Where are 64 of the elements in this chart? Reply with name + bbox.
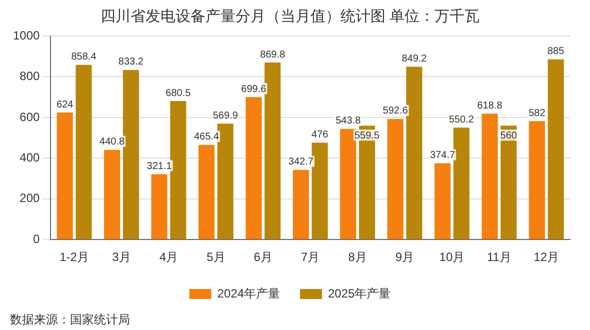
bar: [482, 114, 498, 240]
bar: [387, 118, 404, 240]
bar: [292, 170, 309, 240]
bar: [246, 97, 262, 240]
bar: [76, 64, 92, 240]
source-note: 数据来源：国家统计局: [10, 312, 130, 326]
bar: [170, 101, 186, 240]
bar: [528, 121, 545, 240]
x-tick-label: 10月: [439, 250, 465, 264]
x-tick-label: 8月: [348, 250, 367, 264]
data-label: 582: [528, 108, 546, 119]
bar: [264, 62, 281, 240]
bar: [340, 128, 356, 240]
data-label: 849.2: [402, 53, 428, 64]
data-label: 559.5: [354, 130, 380, 142]
x-tick-label: 3月: [112, 250, 131, 264]
bar: [453, 128, 470, 240]
y-tick-label: 400: [20, 150, 40, 164]
data-label: 680.5: [166, 88, 192, 99]
x-tick-label: 5月: [206, 250, 226, 264]
x-tick-label: 11月: [486, 250, 512, 264]
y-tick-label: 1000: [12, 28, 40, 42]
bar: [500, 126, 517, 240]
data-label: 440.8: [100, 136, 126, 148]
x-tick-label: 6月: [254, 250, 272, 264]
data-label: 569.9: [212, 110, 238, 122]
bar: [406, 66, 422, 240]
y-tick-label: 600: [20, 110, 40, 124]
x-tick-label: 7月: [301, 250, 320, 264]
bar: [122, 70, 139, 240]
bar: [312, 142, 328, 240]
x-tick-label: 4月: [159, 250, 178, 264]
x-tick-label: 12月: [534, 250, 560, 264]
bar: [198, 144, 215, 240]
data-label: 699.6: [241, 84, 267, 95]
x-tick-label: 9月: [395, 250, 414, 264]
chart-title: 四川省发电设备产量分月（当月值）统计图 单位：万千瓦: [100, 8, 480, 26]
data-label: 833.2: [118, 56, 144, 68]
data-label: 465.4: [194, 132, 220, 143]
legend-label: 2024年产量: [217, 286, 280, 300]
bar: [56, 112, 73, 240]
y-tick-label: 200: [20, 191, 40, 206]
data-label: 885: [547, 46, 565, 58]
data-label: 342.7: [288, 156, 314, 168]
data-label: 550.2: [448, 114, 474, 126]
data-label: 476: [311, 129, 329, 140]
x-tick-label: 1-2月: [60, 250, 89, 264]
bar: [434, 163, 451, 240]
data-label: 869.8: [260, 49, 286, 60]
data-label: 321.1: [146, 160, 172, 172]
data-label: 374.7: [430, 150, 456, 162]
bar: [104, 150, 120, 240]
bar: [151, 174, 168, 240]
bar: [548, 59, 564, 240]
data-label: 618.8: [477, 100, 503, 112]
data-label: 858.4: [71, 52, 97, 63]
data-label: 624: [56, 99, 74, 110]
data-label: 560: [500, 130, 518, 142]
y-tick-label: 800: [20, 69, 40, 84]
bar: [217, 124, 234, 240]
legend-label: 2025年产量: [328, 286, 391, 300]
data-label: 543.8: [336, 116, 362, 127]
y-tick-label: 0: [33, 232, 40, 246]
data-label: 592.6: [382, 106, 408, 117]
